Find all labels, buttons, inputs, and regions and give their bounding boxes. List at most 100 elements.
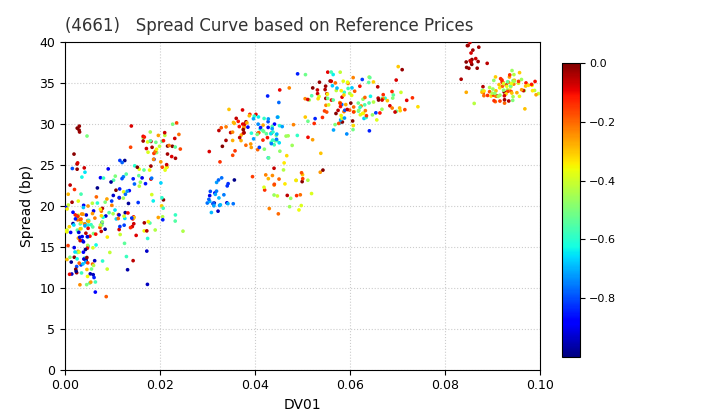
Point <box>248 113 260 120</box>
Point <box>78 202 89 209</box>
Point <box>214 202 225 209</box>
Point <box>78 165 90 171</box>
Point <box>158 205 169 212</box>
Point <box>98 175 109 181</box>
Point <box>144 220 156 226</box>
Point <box>248 136 259 142</box>
Point <box>84 233 96 239</box>
Point <box>269 182 280 189</box>
Point <box>258 115 270 122</box>
Point <box>155 158 166 165</box>
Point <box>69 249 81 255</box>
Point <box>297 171 308 178</box>
Point <box>499 100 510 107</box>
Point <box>346 92 357 99</box>
Point <box>138 133 149 140</box>
Point <box>73 212 84 218</box>
Point <box>87 261 99 268</box>
Point <box>365 93 377 100</box>
Point <box>336 101 348 108</box>
Point <box>344 107 356 113</box>
Point <box>259 186 271 193</box>
Point <box>118 213 130 220</box>
Point <box>504 74 516 80</box>
Point <box>251 131 263 138</box>
Point <box>263 155 274 161</box>
Point <box>244 111 256 118</box>
Point <box>55 230 67 236</box>
Point <box>73 260 85 267</box>
Point <box>325 69 337 76</box>
Point <box>72 249 84 256</box>
Point <box>84 270 96 277</box>
Point <box>170 212 181 218</box>
Point <box>521 79 532 86</box>
Point <box>269 121 280 128</box>
Point <box>64 254 76 261</box>
Point <box>132 164 143 171</box>
Point <box>166 143 178 150</box>
Point <box>359 102 371 108</box>
Point <box>292 132 303 139</box>
Point <box>118 189 130 195</box>
Point <box>470 55 482 62</box>
Point <box>138 138 149 144</box>
Point <box>278 167 289 173</box>
Point <box>494 98 505 105</box>
Point <box>79 255 91 261</box>
Point <box>372 95 384 102</box>
Point <box>359 94 371 101</box>
Point <box>386 88 397 95</box>
Point <box>114 223 126 230</box>
Point <box>477 87 488 94</box>
Point <box>472 65 483 71</box>
Point <box>325 78 337 84</box>
Point <box>364 74 375 81</box>
Point <box>79 169 91 176</box>
Point <box>328 127 339 134</box>
Point <box>494 84 505 91</box>
Point <box>73 198 84 205</box>
Point <box>498 80 510 87</box>
Point <box>505 84 516 90</box>
Point <box>71 263 82 270</box>
Point <box>167 121 179 128</box>
Point <box>320 86 331 93</box>
Point <box>266 123 278 130</box>
Point <box>258 184 270 191</box>
Point <box>341 106 353 113</box>
Point <box>235 137 247 144</box>
Point <box>353 108 364 115</box>
Point <box>397 66 408 73</box>
Point <box>347 118 359 124</box>
Point <box>508 81 520 87</box>
Point <box>141 228 153 234</box>
Point <box>79 220 91 227</box>
Point <box>238 124 250 131</box>
Point <box>71 268 82 275</box>
Point <box>72 160 84 166</box>
Point <box>122 266 133 273</box>
Point <box>257 127 269 134</box>
Point <box>89 274 100 281</box>
Point <box>129 163 140 169</box>
Point <box>274 139 285 146</box>
Point <box>466 61 477 68</box>
Point <box>220 137 232 144</box>
Point <box>102 165 114 172</box>
Point <box>476 89 487 95</box>
Point <box>78 204 89 211</box>
Point <box>516 76 527 83</box>
Point <box>120 171 132 177</box>
Point <box>235 132 247 139</box>
Point <box>206 209 217 216</box>
Point <box>127 176 139 182</box>
Point <box>77 260 89 267</box>
Point <box>133 183 145 189</box>
Point <box>500 81 512 88</box>
Point <box>57 157 68 164</box>
Point <box>356 102 367 109</box>
Point <box>103 209 114 216</box>
Point <box>490 87 502 94</box>
Point <box>229 147 240 154</box>
